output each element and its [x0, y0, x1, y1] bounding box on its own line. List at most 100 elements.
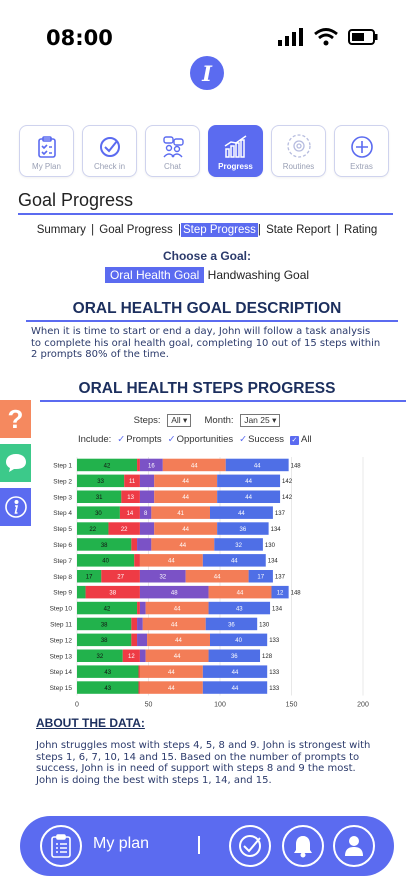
include-opportunities-label: Opportunities: [176, 434, 234, 445]
chevron-down-icon: ▾: [183, 415, 188, 425]
data-label: 36: [231, 654, 238, 660]
nav-tile-check-in[interactable]: Check in: [82, 125, 137, 177]
data-label: 48: [171, 590, 178, 596]
data-label: 44: [232, 670, 239, 676]
info-side-tab[interactable]: [0, 488, 31, 526]
bar-segment: [77, 538, 132, 551]
bar-segment: [77, 522, 109, 535]
category-label: Step 5: [53, 526, 72, 533]
bar-segment: [142, 617, 206, 631]
bar-segment: [154, 522, 218, 535]
notifications-button[interactable]: [282, 825, 324, 867]
category-label: Step 4: [53, 510, 72, 517]
include-success-checkbox[interactable]: ✓Success: [239, 434, 284, 445]
month-dropdown-value: Jan 25: [244, 415, 270, 425]
data-label: 38: [101, 543, 108, 549]
data-label: 44: [174, 606, 181, 612]
progress-heading: ORAL HEALTH STEPS PROGRESS: [78, 380, 336, 397]
data-label: 44: [245, 479, 252, 485]
nav-tile-my-plan[interactable]: My Plan: [19, 125, 74, 177]
chat-people-icon: [162, 136, 184, 158]
profile-button[interactable]: [333, 825, 375, 867]
description-heading: ORAL HEALTH GOAL DESCRIPTION: [72, 300, 342, 317]
nav-label: Progress: [218, 162, 253, 171]
total-label: 130: [265, 543, 276, 549]
nav-tile-progress[interactable]: Progress: [208, 125, 263, 177]
help-side-tab[interactable]: ?: [0, 400, 31, 438]
data-label: 17: [86, 575, 93, 581]
bar-segment: [202, 681, 268, 694]
data-label: 44: [179, 543, 186, 549]
bar-segment: [124, 474, 140, 488]
description-divider: [26, 320, 398, 322]
bar-segment: [151, 506, 210, 519]
bar-segment: [77, 649, 123, 662]
nav-tile-chat[interactable]: Chat: [145, 125, 200, 177]
nav-tile-routines[interactable]: Routines: [271, 125, 326, 177]
bar-segment: [271, 585, 289, 599]
bar-segment: [205, 617, 258, 631]
bar-segment: [139, 665, 203, 678]
month-dropdown[interactable]: Jan 25 ▾: [240, 414, 281, 427]
data-label: 12: [128, 654, 135, 660]
choose-goal-label: Choose a Goal:: [162, 249, 251, 263]
bar-segment: [151, 538, 215, 551]
include-opportunities-checkbox[interactable]: ✓Opportunities: [168, 434, 233, 445]
category-label: Step 11: [50, 621, 72, 628]
data-label: 44: [174, 654, 181, 660]
bar-segment: [77, 665, 139, 678]
total-label: 134: [272, 606, 283, 612]
data-label: 33: [97, 479, 104, 485]
data-label: 36: [240, 527, 247, 533]
nav-tile-extras[interactable]: Extras: [334, 125, 389, 177]
x-tick-label: 0: [75, 702, 79, 709]
total-label: 133: [269, 638, 280, 644]
nav-label: Chat: [164, 162, 181, 171]
data-label: 44: [254, 463, 261, 469]
data-label: 44: [182, 495, 189, 501]
category-label: Step 9: [53, 590, 72, 597]
goal-option-oral-health[interactable]: Oral Health Goal: [104, 267, 205, 283]
data-label: 8: [144, 511, 148, 517]
include-success-label: Success: [248, 434, 284, 445]
goal-option-handwashing[interactable]: Handwashing Goal: [207, 268, 310, 282]
bar-segment: [145, 601, 209, 615]
total-label: 142: [282, 479, 293, 485]
chat-side-tab[interactable]: [0, 444, 31, 482]
bar-segment: [77, 554, 135, 567]
data-label: 43: [104, 686, 111, 692]
data-label: 17: [257, 575, 264, 581]
bar-segment: [121, 490, 140, 503]
my-plan-label[interactable]: My plan: [93, 835, 150, 852]
bell-icon: [294, 836, 312, 858]
tab-goal-progress[interactable]: Goal Progress: [99, 224, 173, 236]
nav-label: My Plan: [32, 162, 61, 171]
bar-segment: [225, 458, 289, 472]
tab-step-progress[interactable]: Step Progress: [181, 223, 258, 237]
include-all-label: All: [300, 434, 312, 445]
check-in-button[interactable]: [229, 825, 271, 867]
data-label: 41: [177, 511, 184, 517]
data-label: 44: [231, 559, 238, 565]
steps-dropdown[interactable]: All ▾: [167, 414, 192, 427]
bar-segment: [77, 601, 138, 615]
x-tick-label: 100: [214, 702, 226, 709]
data-label: 38: [109, 590, 116, 596]
steps-dropdown-value: All: [171, 415, 181, 425]
include-prompts-checkbox[interactable]: ✓Prompts: [117, 434, 161, 445]
bar-segment: [134, 554, 140, 567]
total-label: 133: [269, 670, 280, 676]
about-heading: ABOUT THE DATA:: [36, 716, 145, 730]
bar-segment: [138, 665, 140, 678]
nav-label: Extras: [350, 162, 373, 171]
tab-state-report[interactable]: State Report: [266, 224, 331, 236]
x-tick-label: 200: [357, 702, 369, 709]
my-plan-button[interactable]: [40, 825, 82, 867]
data-label: 44: [191, 463, 198, 469]
data-label: 44: [237, 590, 244, 596]
tab-rating[interactable]: Rating: [344, 224, 378, 236]
bar-segment: [122, 649, 140, 662]
include-all-checkbox[interactable]: ✓ All: [289, 434, 312, 445]
tab-summary[interactable]: Summary: [36, 224, 86, 236]
total-label: 134: [271, 527, 282, 533]
